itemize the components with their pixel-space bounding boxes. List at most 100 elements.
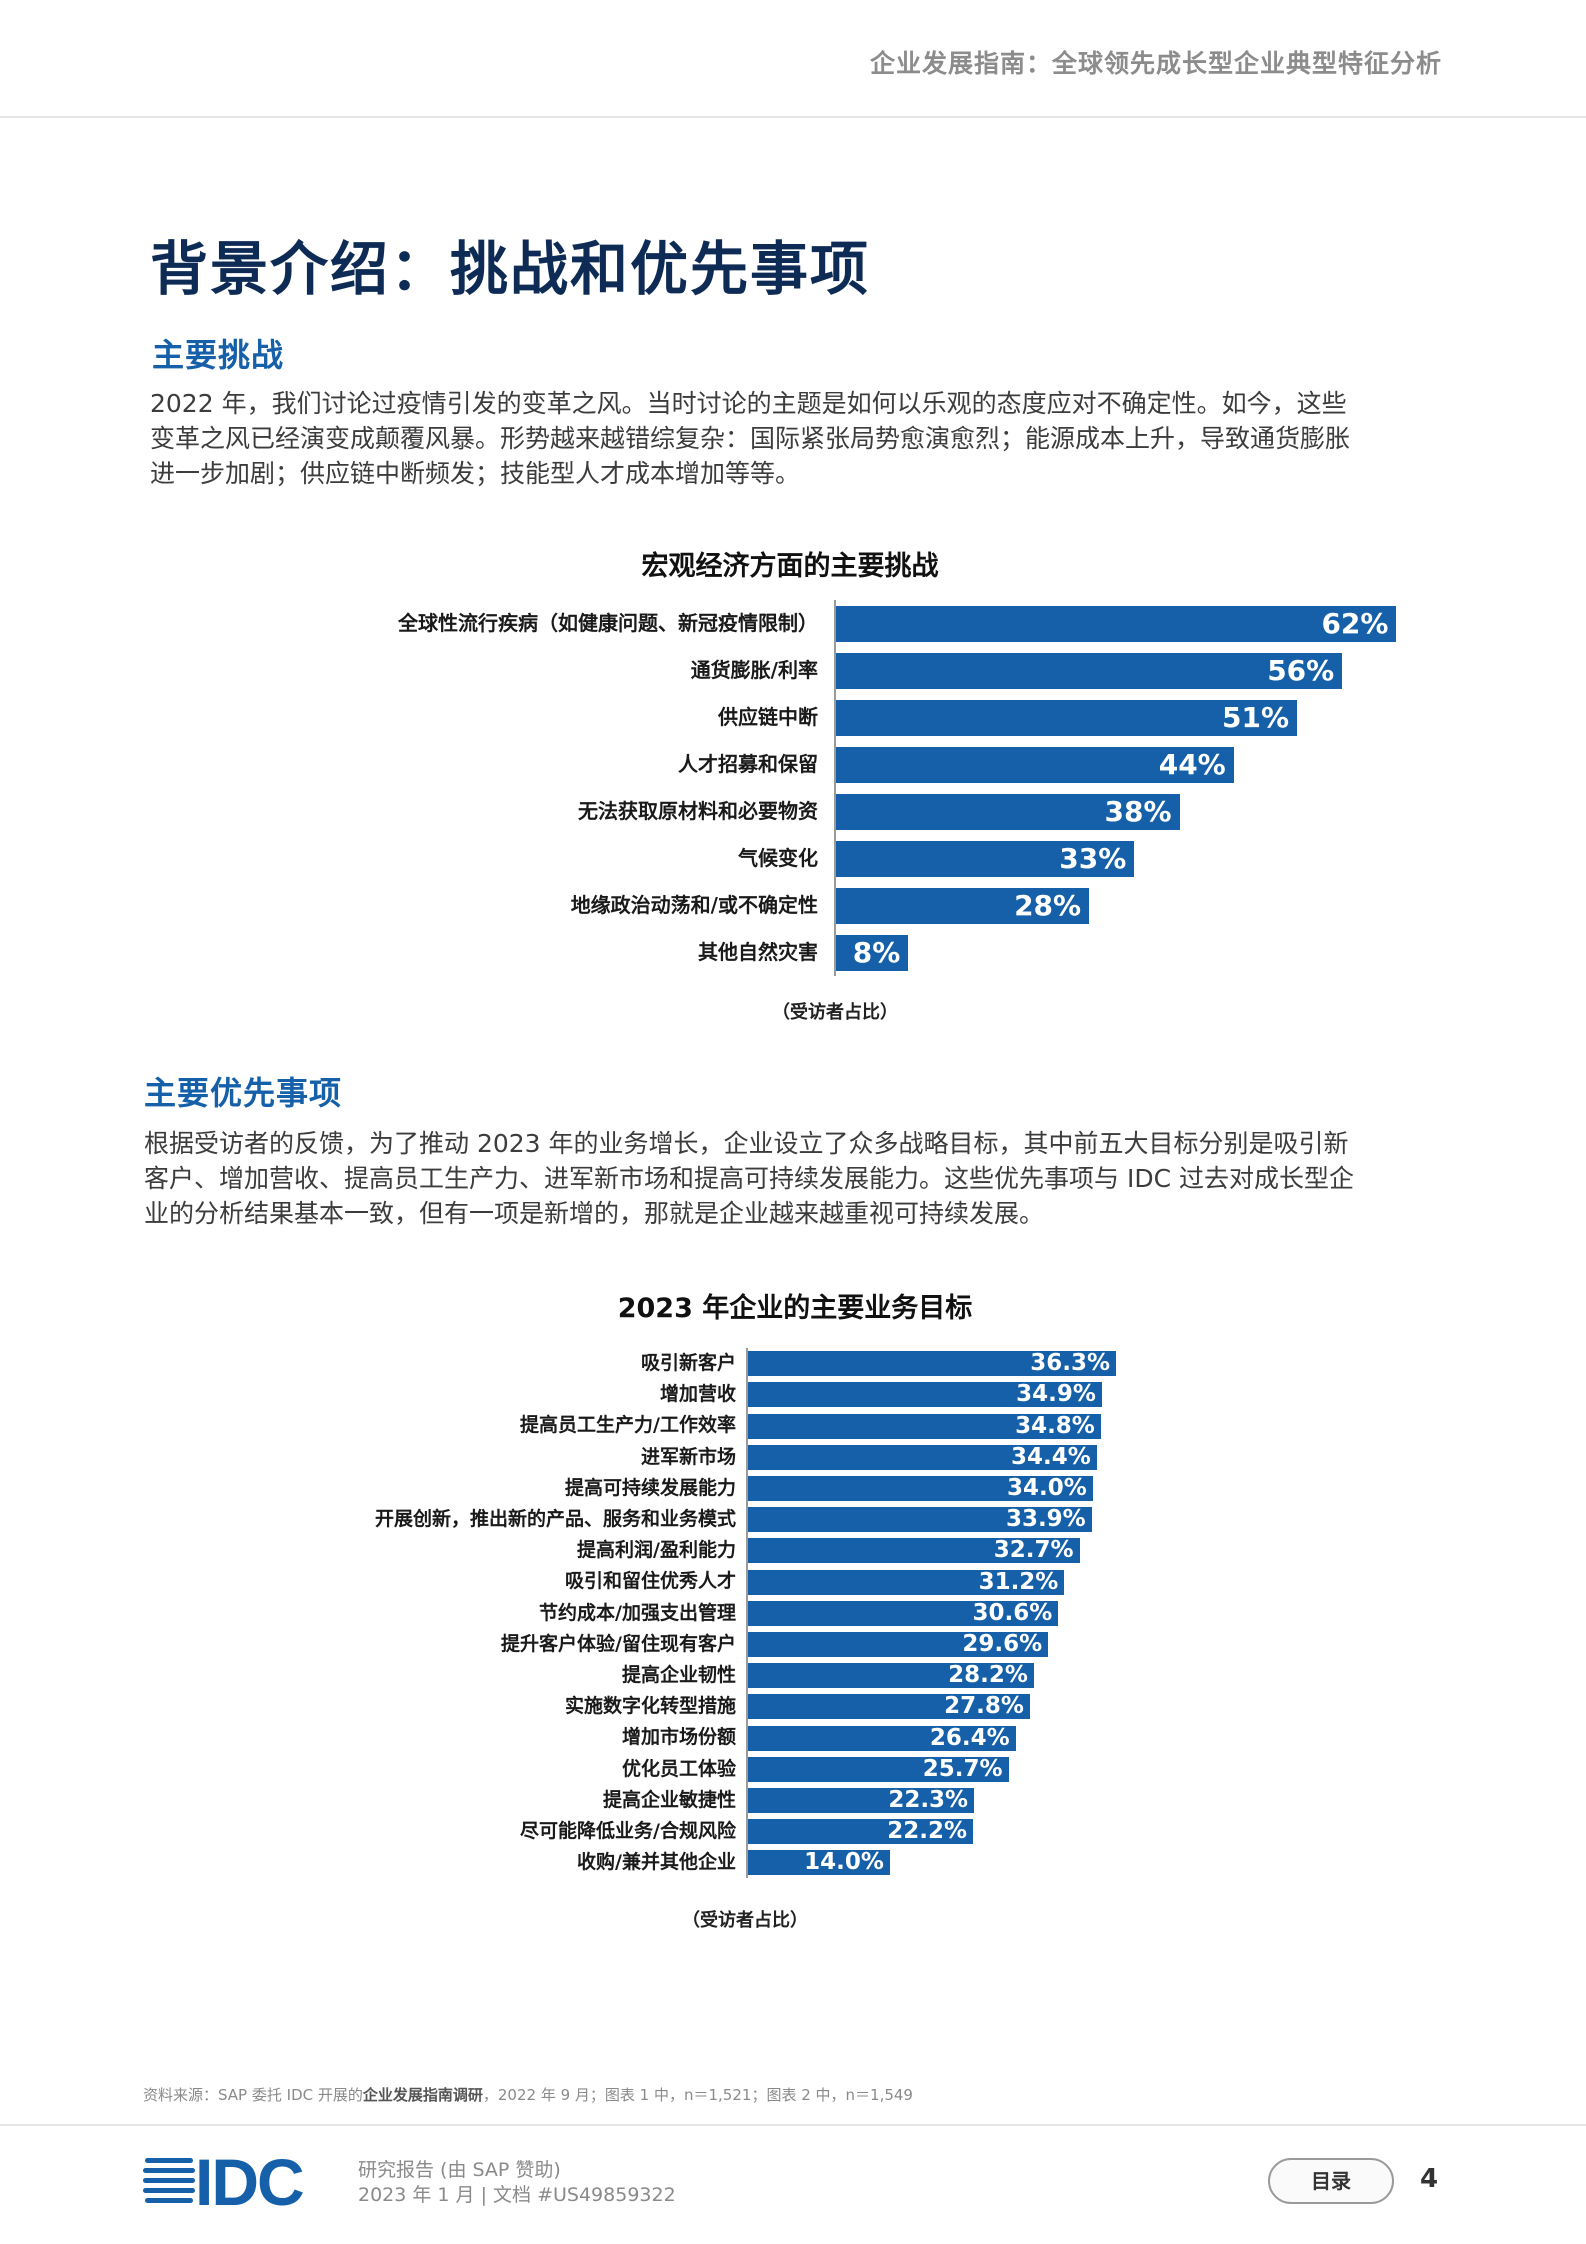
chart1-note: （受访者占比） [772,1002,898,1023]
bar-value-label: 34.4% [1011,1443,1091,1470]
bar: 26.4% [748,1724,1016,1751]
bar-value-label: 30.6% [972,1599,1053,1626]
bar: 34.4% [748,1443,1097,1470]
chart-axis-line [834,600,836,976]
source-suffix: ，2022 年 9 月；图表 1 中，n＝1,521；图表 2 中，n＝1,54… [482,2086,913,2104]
bar-value-label: 34.8% [1015,1412,1095,1439]
bar: 25.7% [748,1755,1009,1782]
bar: 33.9% [748,1506,1092,1533]
chart2-note: （受访者占比） [682,1910,808,1931]
bar-value-label: 62% [1321,606,1389,640]
bar-category-label: 地缘政治动荡和/或不确定性 [570,893,818,917]
bar-category-label: 吸引新客户 [640,1352,736,1374]
bar-value-label: 8% [852,935,901,969]
bar-value-label: 33% [1059,841,1127,875]
challenges-paragraph: 2022 年，我们讨论过疫情引发的变革之风。当时讨论的主题是如何以乐观的态度应对… [150,386,1450,491]
source-note: 资料来源：SAP 委托 IDC 开展的企业发展指南调研，2022 年 9 月；图… [143,2084,913,2105]
bar: 34.9% [748,1381,1102,1408]
toc-button[interactable]: 目录 [1268,2158,1394,2204]
bar-category-label: 无法获取原材料和必要物资 [578,799,818,823]
page-header: 企业发展指南：全球领先成长型企业典型特征分析 [0,0,1586,118]
bar-value-label: 34.9% [1016,1381,1096,1408]
bar-category-label: 增加市场份额 [621,1726,736,1749]
bar: 28% [836,887,1090,924]
paragraph-line: 客户、增加营收、提高员工生产力、进军新市场和提高可持续发展能力。这些优先事项与 … [144,1164,1354,1193]
section-title-challenges: 主要挑战 [152,336,285,374]
bar-category-label: 提高企业韧性 [621,1664,736,1686]
bar-category-label: 供应链中断 [718,705,818,729]
bar-category-label: 提高可持续发展能力 [564,1476,736,1499]
bar-category-label: 吸引和留住优秀人才 [564,1570,736,1593]
chart2-title: 2023 年企业的主要业务目标 [617,1293,973,1324]
bar: 51% [836,699,1298,736]
bar: 22.2% [748,1819,974,1845]
bar-value-label: 27.8% [944,1693,1024,1720]
idc-globe-icon [143,2158,195,2203]
bar-value-label: 33.9% [1005,1506,1086,1533]
section-title-priorities: 主要优先事项 [144,1074,343,1112]
bar: 34.8% [748,1412,1101,1439]
bar-category-label: 其他自然灾害 [698,940,818,964]
bar: 27.8% [748,1693,1030,1720]
paragraph-line: 2022 年，我们讨论过疫情引发的变革之风。当时讨论的主题是如何以乐观的态度应对… [150,389,1347,418]
bar: 22.3% [748,1786,975,1813]
bar-category-label: 增加营收 [659,1383,736,1406]
bar-value-label: 28.2% [948,1662,1028,1689]
bar-category-label: 通货膨胀/利率 [690,658,818,682]
bar-value-label: 25.7% [922,1755,1003,1782]
header-title: 企业发展指南：全球领先成长型企业典型特征分析 [869,49,1442,78]
bar-category-label: 开展创新，推出新的产品、服务和业务模式 [374,1508,736,1530]
bar: 36.3% [748,1350,1117,1377]
chart1-title: 宏观经济方面的主要挑战 [641,551,939,582]
chart-axis-line [746,1348,748,1879]
bar: 14.0% [748,1849,890,1876]
page-number: 4 [1420,2164,1439,2194]
bar-value-label: 38% [1104,794,1172,828]
paragraph-line: 根据受访者的反馈，为了推动 2023 年的业务增长，企业设立了众多战略目标，其中… [144,1129,1349,1158]
bar-value-label: 34.0% [1006,1474,1087,1501]
bar: 34.0% [748,1474,1093,1501]
bar: 33% [836,840,1135,877]
bar: 32.7% [748,1537,1080,1564]
source-survey-name: 企业发展指南调研 [362,2086,483,2104]
footer-info: 研究报告 (由 SAP 赞助) 2023 年 1 月 | 文档 #US49859… [358,2158,676,2208]
bar-value-label: 14.0% [804,1849,884,1876]
bar-category-label: 气候变化 [738,846,818,870]
bar-value-label: 31.2% [978,1568,1059,1595]
bar-category-label: 进军新市场 [640,1445,736,1468]
bar-category-label: 尽可能降低业务/合规风险 [520,1820,736,1842]
priorities-paragraph: 根据受访者的反馈，为了推动 2023 年的业务增长，企业设立了众多战略目标，其中… [144,1126,1454,1231]
bar-category-label: 全球性流行疾病（如健康问题、新冠疫情限制） [398,611,818,635]
bar: 30.6% [748,1599,1059,1626]
bar: 31.2% [748,1568,1065,1595]
bar-value-label: 32.7% [993,1537,1074,1564]
paragraph-line: 业的分析结果基本一致，但有一项是新增的，那就是企业越来越重视可持续发展。 [144,1199,1045,1228]
bar: 38% [836,793,1180,830]
page-title: 背景介绍：挑战和优先事项 [150,235,871,303]
footer-doc-id: 2023 年 1 月 | 文档 #US49859322 [358,2184,676,2206]
bar: 44% [836,746,1234,783]
bar-value-label: 26.4% [929,1724,1010,1751]
bar-category-label: 优化员工体验 [621,1757,736,1780]
paragraph-line: 变革之风已经演变成颠覆风暴。形势越来越错综复杂：国际紧张局势愈演愈烈；能源成本上… [150,424,1351,453]
idc-logo: IDC [143,2145,315,2219]
bar-category-label: 实施数字化转型措施 [564,1695,736,1718]
bar-value-label: 44% [1158,747,1226,781]
bar-category-label: 提高员工生产力/工作效率 [520,1414,736,1437]
footer-report-type: 研究报告 (由 SAP 赞助) [358,2159,561,2181]
bar-category-label: 节约成本/加强支出管理 [539,1601,736,1624]
bar-value-label: 56% [1267,653,1335,687]
bar: 29.6% [748,1630,1049,1657]
bar-value-label: 29.6% [962,1630,1043,1657]
bar-value-label: 22.3% [888,1786,969,1813]
bar-value-label: 28% [1014,888,1082,922]
chart-macro-challenges: 全球性流行疾病（如健康问题、新冠疫情限制） 62% 通货膨胀/利率 56% 供应链中断 5… [300,600,1586,976]
chart-business-goals: 吸引新客户 36.3% 增加营收 34.9% 提高员工生产力/工作效率 34.8% 进军新市… [300,1348,1586,1879]
bar: 28.2% [748,1662,1034,1689]
footer-divider [0,2124,1586,2126]
bar: 62% [836,605,1397,642]
bar-value-label: 36.3% [1030,1350,1111,1377]
source-prefix: 资料来源：SAP 委托 IDC 开展的 [143,2086,363,2104]
bar-category-label: 提升客户体验/留住现有客户 [501,1632,736,1655]
bar-category-label: 收购/兼并其他企业 [577,1851,736,1874]
